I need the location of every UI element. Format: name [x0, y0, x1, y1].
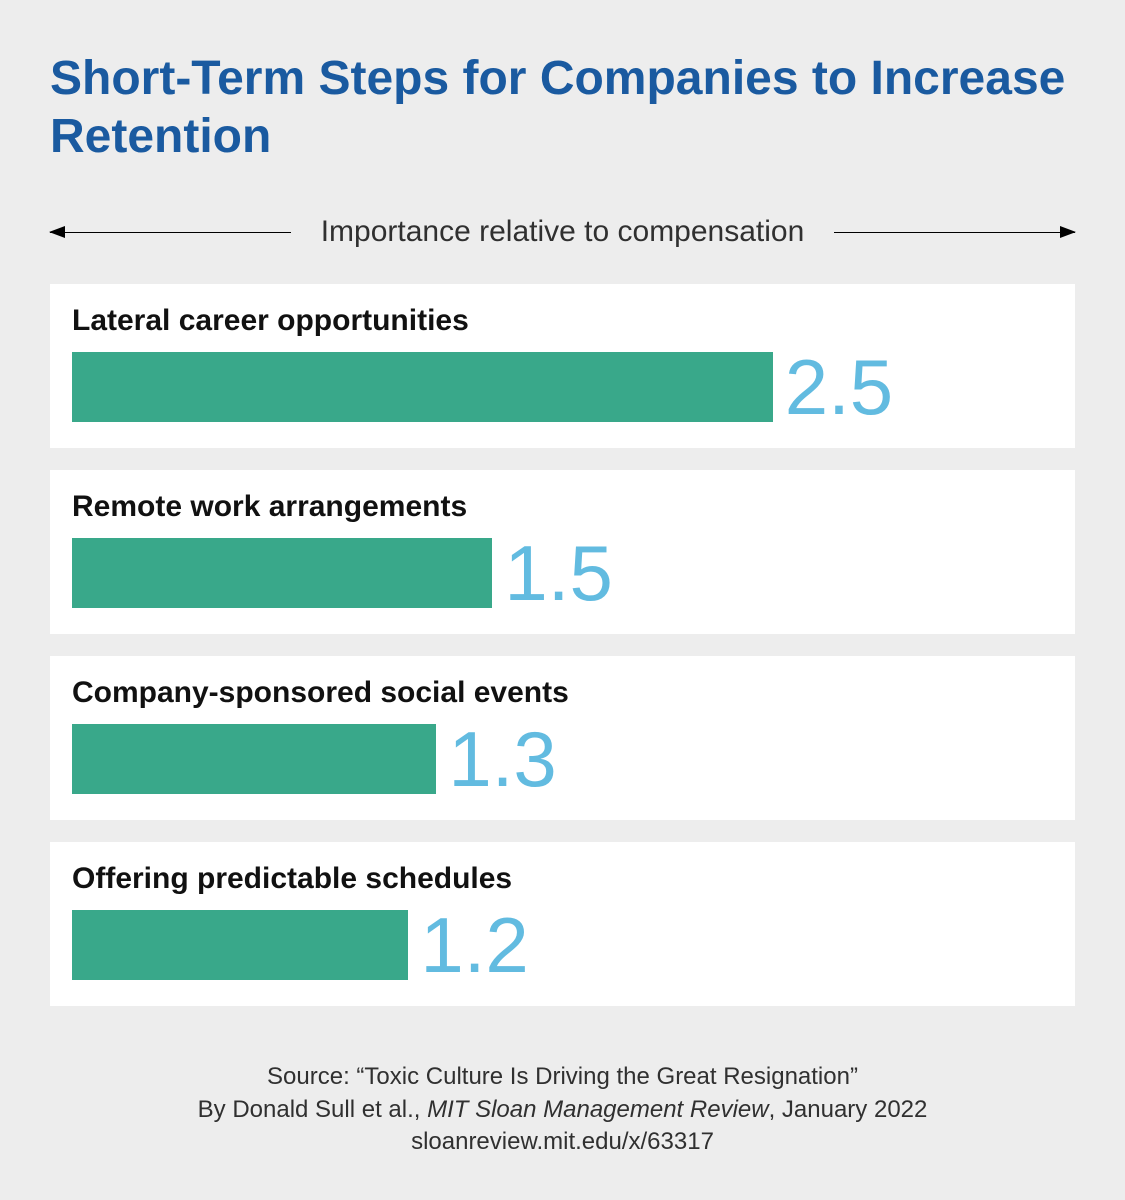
bar-label: Company-sponsored social events [72, 676, 1053, 710]
bar-fill [72, 724, 436, 794]
bar-value: 1.5 [504, 534, 612, 612]
bar-value: 2.5 [785, 348, 893, 426]
bar-card: Lateral career opportunities 2.5 [50, 284, 1075, 448]
bar-value: 1.3 [448, 720, 556, 798]
source-line2: By Donald Sull et al., MIT Sloan Managem… [50, 1094, 1075, 1126]
bar-label: Offering predictable schedules [72, 862, 1053, 896]
bar-label: Lateral career opportunities [72, 304, 1053, 338]
chart-title: Short-Term Steps for Companies to Increa… [50, 50, 1075, 165]
bar-label: Remote work arrangements [72, 490, 1053, 524]
bar-row: 1.3 [72, 720, 1053, 798]
source-line2-prefix: By Donald Sull et al., [198, 1096, 427, 1123]
source-line2-publication: MIT Sloan Management Review [427, 1096, 768, 1123]
bar-list: Lateral career opportunities 2.5 Remote wo… [50, 284, 1075, 1006]
source-footer: Source: “Toxic Culture Is Driving the Gr… [50, 1061, 1075, 1158]
source-line2-suffix: , January 2022 [769, 1096, 928, 1123]
bar-row: 1.2 [72, 906, 1053, 984]
bar-card: Remote work arrangements 1.5 [50, 470, 1075, 634]
bar-fill [72, 910, 408, 980]
bar-fill [72, 352, 773, 422]
infographic-container: Short-Term Steps for Companies to Increa… [0, 0, 1125, 1188]
bar-row: 2.5 [72, 348, 1053, 426]
bar-value: 1.2 [420, 906, 528, 984]
bar-card: Offering predictable schedules 1.2 [50, 842, 1075, 1006]
arrow-left-icon [50, 232, 291, 233]
chart-subtitle: Importance relative to compensation [321, 215, 805, 249]
bar-fill [72, 538, 492, 608]
source-line3: sloanreview.mit.edu/x/63317 [50, 1126, 1075, 1158]
bar-row: 1.5 [72, 534, 1053, 612]
bar-card: Company-sponsored social events 1.3 [50, 656, 1075, 820]
subtitle-row: Importance relative to compensation [50, 215, 1075, 249]
arrow-right-icon [834, 232, 1075, 233]
source-line1: Source: “Toxic Culture Is Driving the Gr… [50, 1061, 1075, 1093]
